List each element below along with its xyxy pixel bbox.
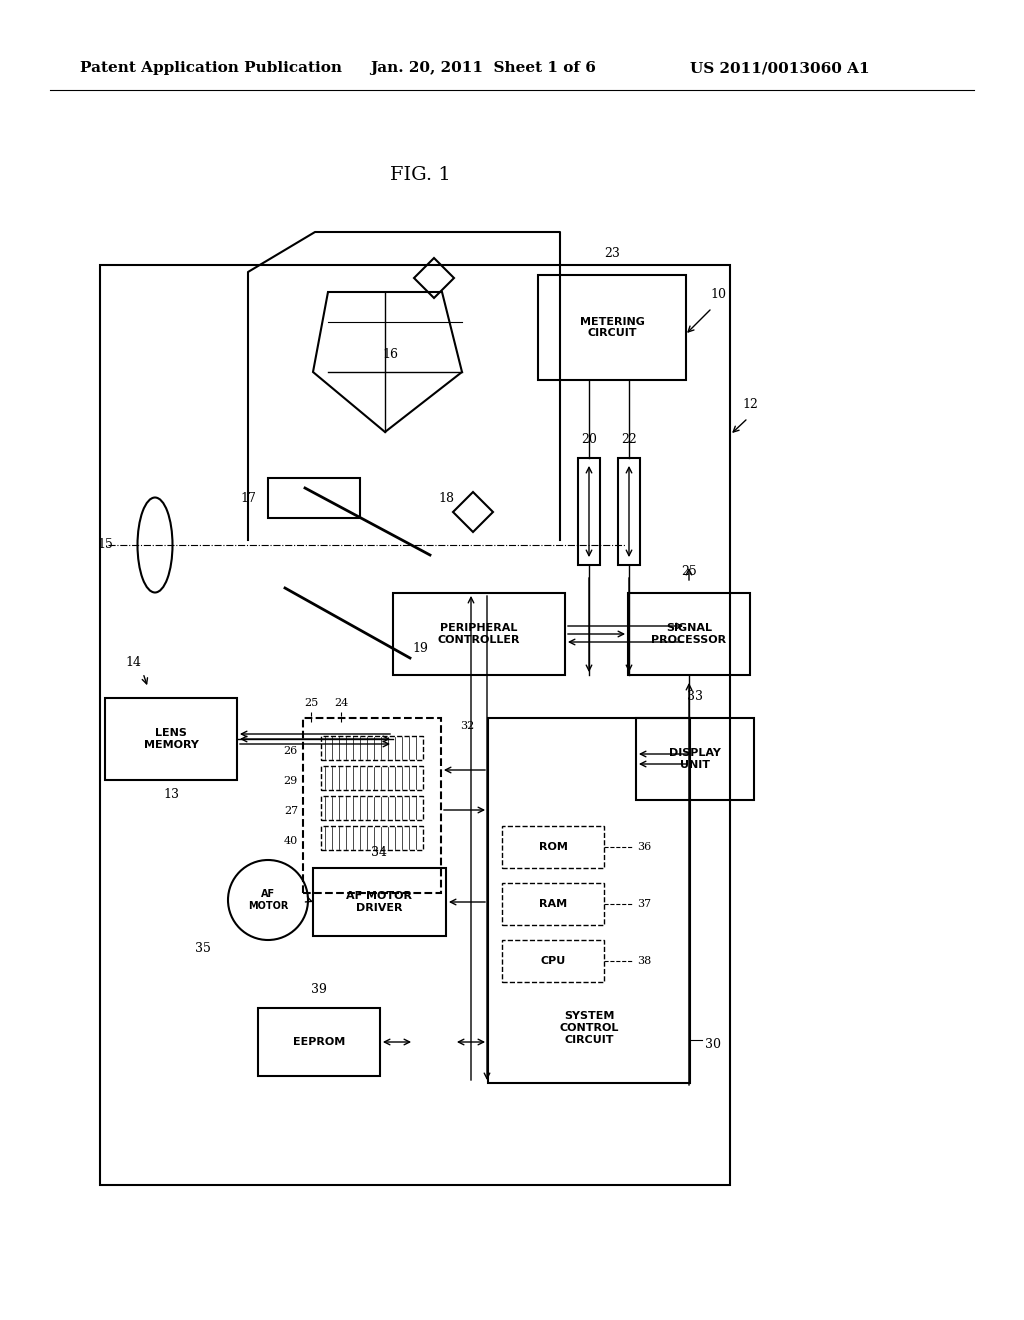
Text: 35: 35 <box>195 941 211 954</box>
Text: 38: 38 <box>637 956 651 966</box>
Text: 23: 23 <box>604 247 620 260</box>
Bar <box>303 718 441 894</box>
Text: 25: 25 <box>681 565 697 578</box>
Text: 14: 14 <box>125 656 141 669</box>
Text: AF
MOTOR: AF MOTOR <box>248 890 288 911</box>
Bar <box>502 826 604 869</box>
Text: RAM: RAM <box>539 899 567 909</box>
Text: EEPROM: EEPROM <box>293 1038 345 1047</box>
Text: PERIPHERAL
CONTROLLER: PERIPHERAL CONTROLLER <box>437 623 520 644</box>
Text: US 2011/0013060 A1: US 2011/0013060 A1 <box>690 61 869 75</box>
Text: FIG. 1: FIG. 1 <box>389 166 451 183</box>
Text: 17: 17 <box>240 491 256 504</box>
Text: DISPLAY
UNIT: DISPLAY UNIT <box>669 748 721 770</box>
Text: Patent Application Publication: Patent Application Publication <box>80 61 342 75</box>
Text: 27: 27 <box>284 807 298 816</box>
Bar <box>321 737 423 760</box>
Bar <box>313 869 446 936</box>
Bar <box>105 698 237 780</box>
Text: 16: 16 <box>382 348 398 362</box>
Text: 26: 26 <box>284 746 298 756</box>
Text: 37: 37 <box>637 899 651 909</box>
Text: 12: 12 <box>742 399 758 412</box>
Bar <box>578 458 600 565</box>
Text: 33: 33 <box>687 690 703 704</box>
Bar <box>636 718 754 800</box>
Text: 19: 19 <box>412 642 428 655</box>
Bar <box>100 265 730 1185</box>
Text: ROM: ROM <box>539 842 567 851</box>
Bar <box>538 275 686 380</box>
Bar <box>618 458 640 565</box>
Text: 32: 32 <box>460 721 474 731</box>
Bar <box>258 1008 380 1076</box>
Text: 40: 40 <box>284 836 298 846</box>
Text: Jan. 20, 2011  Sheet 1 of 6: Jan. 20, 2011 Sheet 1 of 6 <box>370 61 596 75</box>
Bar <box>488 718 690 1082</box>
Bar <box>268 478 360 517</box>
Text: 25: 25 <box>304 698 318 708</box>
Text: SYSTEM
CONTROL
CIRCUIT: SYSTEM CONTROL CIRCUIT <box>559 1011 618 1044</box>
Text: 18: 18 <box>438 491 454 504</box>
Text: LENS
MEMORY: LENS MEMORY <box>143 729 199 750</box>
Text: 22: 22 <box>622 433 637 446</box>
Text: SIGNAL
PROCESSOR: SIGNAL PROCESSOR <box>651 623 727 644</box>
Bar <box>502 883 604 925</box>
Text: CPU: CPU <box>541 956 565 966</box>
Text: 10: 10 <box>710 289 726 301</box>
Text: 39: 39 <box>311 983 327 997</box>
Bar <box>321 766 423 789</box>
Text: 34: 34 <box>372 846 387 859</box>
Text: 20: 20 <box>581 433 597 446</box>
Bar <box>502 940 604 982</box>
Bar <box>321 826 423 850</box>
Bar <box>393 593 565 675</box>
Text: AF MOTOR
DRIVER: AF MOTOR DRIVER <box>346 891 413 913</box>
Text: 30: 30 <box>705 1039 721 1052</box>
Text: 15: 15 <box>97 539 113 552</box>
Text: 29: 29 <box>284 776 298 785</box>
Text: 36: 36 <box>637 842 651 851</box>
Text: 13: 13 <box>163 788 179 801</box>
Bar <box>321 796 423 820</box>
Bar <box>628 593 750 675</box>
Text: METERING
CIRCUIT: METERING CIRCUIT <box>580 317 644 338</box>
Text: 24: 24 <box>334 698 348 708</box>
